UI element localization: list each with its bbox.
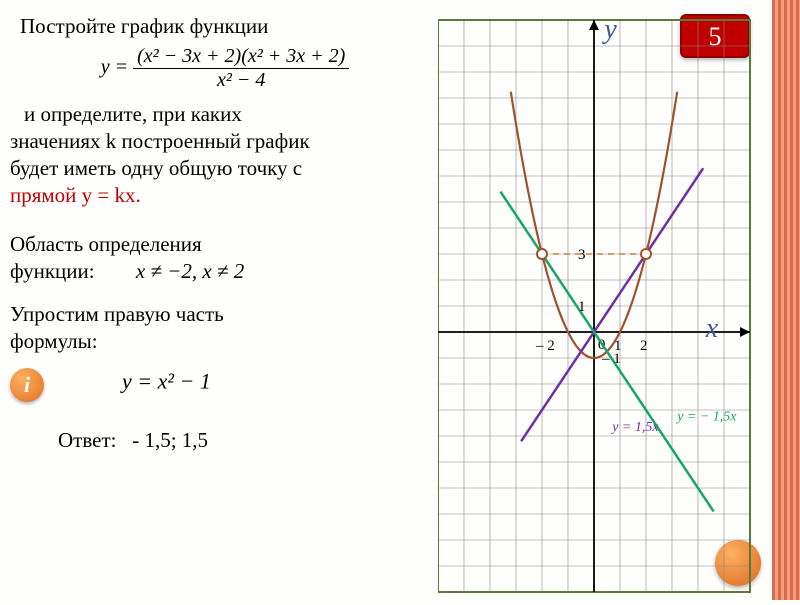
simplify-2: формулы: bbox=[10, 329, 440, 354]
domain-line2: функции: x ≠ −2, x ≠ 2 bbox=[10, 259, 440, 284]
main-formula: y = (x² − 3x + 2)(x² + 3x + 2) x² − 4 bbox=[10, 45, 440, 92]
task-line-3: будет иметь одну общую точку с bbox=[10, 156, 440, 181]
graph-area: xy0y = 1,5xy = − 1,5x– 21213– 1 bbox=[438, 0, 770, 600]
svg-text:y = 1,5x: y = 1,5x bbox=[610, 420, 659, 435]
info-row: i y = x² − 1 bbox=[10, 368, 440, 402]
task-red: прямой у = kх. bbox=[10, 183, 440, 208]
answer: Ответ: - 1,5; 1,5 bbox=[10, 428, 440, 453]
svg-text:3: 3 bbox=[578, 247, 586, 263]
simplified-formula: y = x² − 1 bbox=[122, 369, 211, 394]
svg-text:2: 2 bbox=[640, 338, 648, 354]
task-line-2: значениях k построенный график bbox=[10, 129, 440, 154]
svg-text:– 1: – 1 bbox=[601, 351, 621, 367]
title: Постройте график функции bbox=[10, 14, 440, 39]
decorative-stripe bbox=[772, 0, 800, 600]
simplify-1: Упростим правую часть bbox=[10, 302, 440, 327]
task-line-1: и определите, при каких bbox=[10, 102, 440, 127]
svg-text:x: x bbox=[705, 313, 719, 344]
svg-text:– 2: – 2 bbox=[535, 338, 555, 354]
svg-text:y = − 1,5x: y = − 1,5x bbox=[675, 409, 737, 424]
svg-text:y: y bbox=[601, 14, 617, 45]
info-icon[interactable]: i bbox=[10, 368, 44, 402]
domain-label: Область определения bbox=[10, 232, 440, 257]
svg-text:1: 1 bbox=[578, 299, 586, 315]
